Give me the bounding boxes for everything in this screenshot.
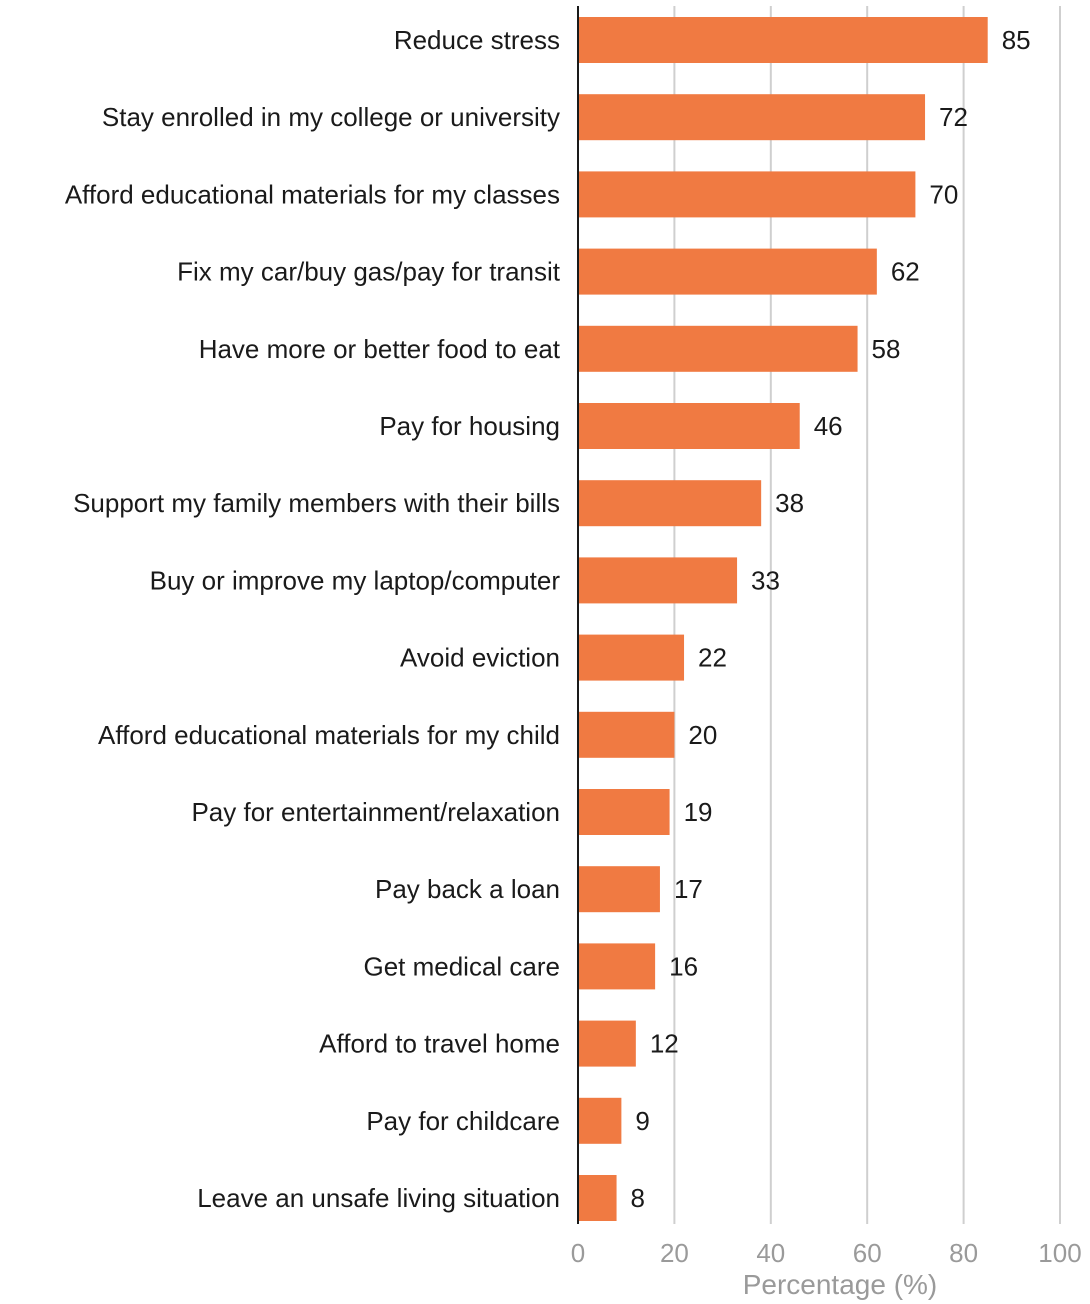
- value-label: 62: [891, 257, 920, 287]
- category-label: Get medical care: [363, 951, 560, 981]
- x-tick-label: 0: [571, 1238, 585, 1268]
- value-label: 33: [751, 565, 780, 595]
- category-label: Stay enrolled in my college or universit…: [102, 102, 560, 132]
- bar: [578, 94, 926, 141]
- value-label: 22: [698, 643, 727, 673]
- bar: [578, 480, 762, 527]
- value-label: 19: [684, 797, 713, 827]
- bar: [578, 403, 800, 449]
- bars: [578, 17, 988, 1221]
- value-label: 16: [669, 951, 698, 981]
- value-label: 70: [929, 179, 958, 209]
- value-label: 12: [650, 1029, 679, 1059]
- category-label: Fix my car/buy gas/pay for transit: [177, 257, 561, 287]
- value-label: 46: [814, 411, 843, 441]
- category-label: Afford to travel home: [319, 1029, 560, 1059]
- bar: [578, 171, 916, 218]
- bar: [578, 1175, 617, 1221]
- category-label: Support my family members with their bil…: [73, 488, 560, 518]
- value-label: 72: [939, 102, 968, 132]
- value-label: 85: [1002, 25, 1031, 55]
- value-label: 58: [872, 334, 901, 364]
- bar: [578, 634, 685, 681]
- bar: [578, 711, 675, 758]
- bar: [578, 1020, 636, 1067]
- value-label: 8: [631, 1183, 645, 1213]
- bar: [578, 1097, 622, 1144]
- value-labels: 85 72 70 62 58 46 38 33 22 20 19 17 16 12 9 8: [631, 25, 1031, 1213]
- category-label: Leave an unsafe living situation: [197, 1183, 560, 1213]
- category-label: Pay for childcare: [366, 1106, 560, 1136]
- category-label: Avoid eviction: [400, 643, 560, 673]
- value-label: 9: [635, 1106, 649, 1136]
- bar: [578, 866, 660, 913]
- x-tick-label: 80: [949, 1238, 978, 1268]
- category-label: Pay back a loan: [375, 874, 560, 904]
- x-tick-label: 40: [756, 1238, 785, 1268]
- x-tick-label: 100: [1038, 1238, 1081, 1268]
- category-label: Afford educational materials for my chil…: [98, 720, 560, 750]
- value-label: 20: [688, 720, 717, 750]
- value-label: 17: [674, 874, 703, 904]
- category-label: Afford educational materials for my clas…: [65, 179, 560, 209]
- bar: [578, 248, 877, 295]
- category-label: Buy or improve my laptop/computer: [150, 565, 561, 595]
- category-label: Reduce stress: [394, 25, 560, 55]
- category-label: Have more or better food to eat: [199, 334, 561, 364]
- value-label: 38: [775, 488, 804, 518]
- category-label: Pay for entertainment/relaxation: [191, 797, 560, 827]
- bar: [578, 17, 988, 63]
- x-axis-title: Percentage (%): [743, 1269, 938, 1300]
- bar: [578, 789, 670, 835]
- bar: [578, 943, 656, 990]
- category-label: Pay for housing: [379, 411, 560, 441]
- x-tick-label: 20: [660, 1238, 689, 1268]
- x-tick-labels: 0 20 40 60 80 100: [571, 1238, 1082, 1268]
- x-tick-label: 60: [853, 1238, 882, 1268]
- bar: [578, 557, 738, 604]
- bar: [578, 325, 858, 372]
- category-labels: Reduce stress Stay enrolled in my college…: [65, 25, 561, 1213]
